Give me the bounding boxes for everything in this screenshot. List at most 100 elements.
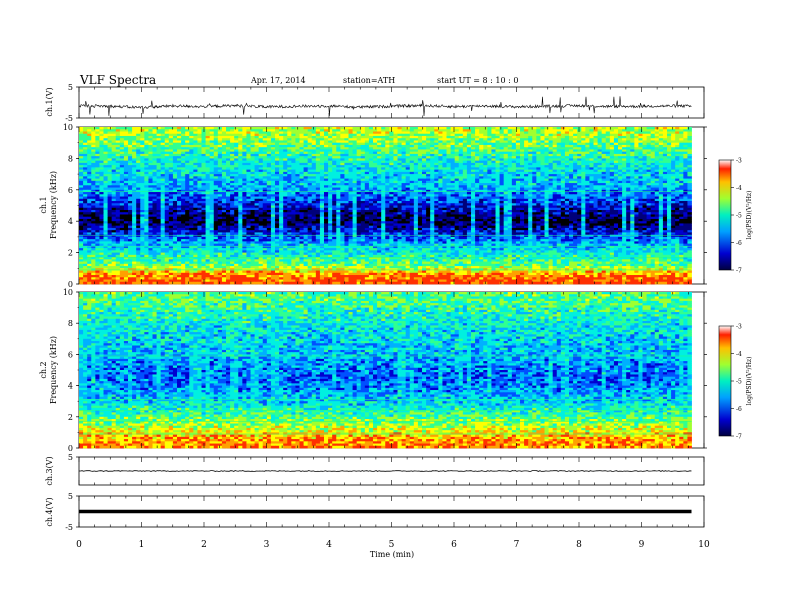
ch1-cell: [136, 176, 140, 179]
ch1-cell: [148, 185, 152, 188]
ch1-cell: [581, 170, 585, 173]
ch1-cell: [132, 192, 136, 195]
ch1-cell: [528, 138, 532, 141]
ch1-cell: [365, 129, 369, 132]
ch1-cell: [112, 201, 116, 204]
ch1-cell: [336, 138, 340, 141]
ch1-cell: [112, 129, 116, 132]
ch1-cell: [589, 129, 593, 132]
ch1-cell: [667, 154, 671, 157]
ch1-cell: [91, 170, 95, 173]
ch1-cell: [189, 185, 193, 188]
ch1-cell: [606, 176, 610, 179]
ch1-cell: [471, 185, 475, 188]
ch1-cell: [504, 129, 508, 132]
ch1-cell: [222, 129, 226, 132]
ch1-cell: [251, 192, 255, 195]
ch1-cell: [463, 176, 467, 179]
ch1-cell: [104, 185, 108, 188]
ch1-cell: [447, 138, 451, 141]
ch1-cell: [471, 192, 475, 195]
ch1-cell: [426, 154, 430, 157]
ch1-cell: [320, 185, 324, 188]
ch1-cell: [647, 145, 651, 148]
ch1-cell: [475, 185, 479, 188]
ch1-cell: [561, 138, 565, 141]
ch1-cell: [120, 138, 124, 141]
ch1-cell: [197, 145, 201, 148]
ch1-cell: [251, 145, 255, 148]
ch1-cell: [283, 129, 287, 132]
ch1-cell: [557, 192, 561, 195]
ch1-cell: [512, 129, 516, 132]
ch1-cell: [500, 129, 504, 132]
ch1-cell: [508, 192, 512, 195]
ch1-cell: [283, 145, 287, 148]
ch1-cell: [557, 154, 561, 157]
ch1-cell: [369, 138, 373, 141]
ch1-cell: [99, 170, 103, 173]
ch1-cell: [598, 129, 602, 132]
ch1-cell: [328, 138, 332, 141]
ch1-cell: [336, 170, 340, 173]
ch1-cell: [479, 192, 483, 195]
ch1-cell: [442, 129, 446, 132]
ch1-cell: [214, 185, 218, 188]
ch1-cell: [393, 129, 397, 132]
ch1-cell: [540, 161, 544, 164]
ch1-cell: [398, 154, 402, 157]
ch1-cell: [357, 185, 361, 188]
ch1-cell: [365, 185, 369, 188]
ch1-cell: [561, 176, 565, 179]
ch1-cell: [177, 185, 181, 188]
ch1-cell: [210, 185, 214, 188]
ch1-cell: [181, 201, 185, 204]
ch1-cell: [447, 176, 451, 179]
ch1-cell: [487, 145, 491, 148]
ch1-cell: [91, 129, 95, 132]
ch1-cell: [618, 138, 622, 141]
ch1-cell: [614, 129, 618, 132]
ch1-cell: [99, 201, 103, 204]
ch1-cell: [479, 154, 483, 157]
ch1-cell: [83, 154, 87, 157]
ch1-cell: [377, 161, 381, 164]
ch1-cell: [385, 161, 389, 164]
ch1-cell: [177, 170, 181, 173]
ch1-cell: [610, 145, 614, 148]
ch1-cell: [83, 192, 87, 195]
ch1-cell: [683, 185, 687, 188]
ch1-cell: [287, 138, 291, 141]
ch1-cell: [569, 145, 573, 148]
ch1-cell: [312, 192, 316, 195]
ch1-cell: [279, 154, 283, 157]
ch1-cell: [520, 170, 524, 173]
ch1-cell: [414, 185, 418, 188]
ch1-cell: [271, 154, 275, 157]
ch1-cell: [83, 129, 87, 132]
ch1-cell: [573, 176, 577, 179]
ch1-cell: [87, 170, 91, 173]
ch1-cell: [381, 192, 385, 195]
ch1-cell: [381, 170, 385, 173]
ch1-cell: [308, 161, 312, 164]
ch1-cell: [279, 170, 283, 173]
ch1-cell: [524, 138, 528, 141]
ch1-cell: [316, 129, 320, 132]
ch1-cell: [251, 129, 255, 132]
ch1-cell: [393, 145, 397, 148]
ch1-cell: [169, 170, 173, 173]
ch1-cell: [242, 185, 246, 188]
ch1-cell: [594, 154, 598, 157]
ch1-cell: [667, 145, 671, 148]
ch1-cell: [659, 129, 663, 132]
ch1-cell: [638, 161, 642, 164]
ch1-cell: [295, 145, 299, 148]
ch1-cell: [528, 129, 532, 132]
ch1-cell: [83, 138, 87, 141]
ch1-cell: [116, 154, 120, 157]
ch1-cell: [536, 185, 540, 188]
ch1-cell: [622, 185, 626, 188]
ch1-cell: [83, 161, 87, 164]
ch1-cell: [475, 176, 479, 179]
